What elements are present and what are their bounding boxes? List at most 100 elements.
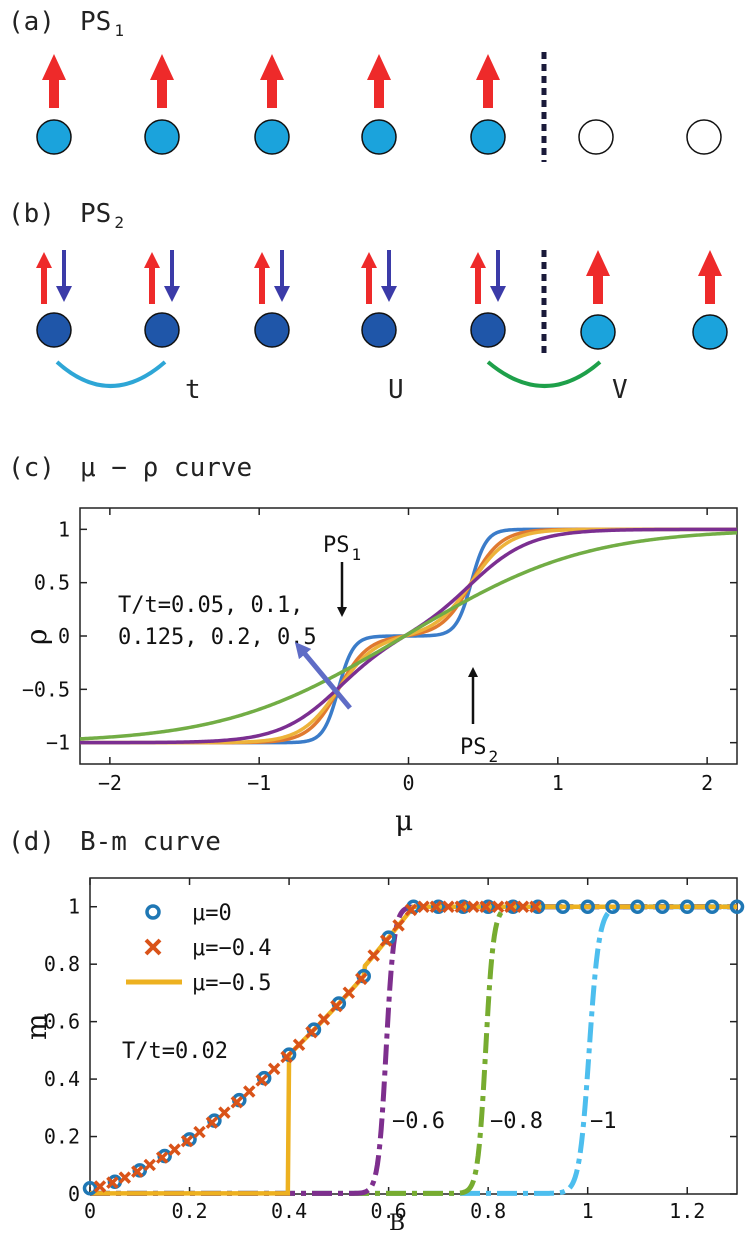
- marker-μ=0: [505, 899, 521, 914]
- spin-up-arrow: [476, 54, 500, 108]
- spin-up-arrow: [586, 250, 610, 304]
- marker-μ=−0.4: [342, 986, 356, 999]
- marker-μ=−0.4: [255, 1074, 268, 1087]
- spin-up-arrow: [150, 54, 174, 108]
- marker-μ=−0.4: [367, 949, 380, 962]
- doubly-occupied-site: [36, 312, 72, 348]
- doubly-occupied-site: [144, 312, 180, 348]
- marker-μ=−0.4: [193, 1125, 206, 1139]
- marker-μ=−0.4: [230, 1096, 244, 1109]
- interaction-v-arc: [486, 360, 602, 388]
- curve-label-mu-08: −0.8: [490, 1109, 543, 1134]
- panel-b-label: (b): [8, 199, 55, 229]
- marker-μ=−0.4: [504, 900, 517, 913]
- occupied-site: [470, 119, 506, 155]
- doubly-occupied-site: [361, 312, 397, 348]
- marker-μ=0: [704, 899, 720, 914]
- occupied-site: [361, 119, 397, 155]
- panel-d: (d) B-m curve 0 0.2 0.4 0.6 0.8 1 1.2 0 0.2 0.4 0.…: [8, 827, 745, 1233]
- panel-d-label: (d): [8, 827, 55, 857]
- marker-μ=−0.4: [118, 1171, 132, 1184]
- marker-μ=−0.4: [292, 1038, 306, 1052]
- empty-site: [578, 119, 614, 155]
- rho-curve-T/t=0.5: [79, 531, 738, 741]
- chart-c-ps1-label: PS 1: [323, 533, 361, 564]
- bond-label-v: V: [612, 375, 628, 405]
- spin-down-arrow: [274, 250, 290, 302]
- marker-μ=−0.4: [479, 900, 492, 913]
- panel-a-title: PS 1: [80, 7, 124, 40]
- singly-occupied-site: [580, 314, 616, 350]
- marker-μ=−0.4: [454, 900, 468, 913]
- curve-label-mu-06: −0.6: [392, 1109, 445, 1134]
- marker-μ=−0.4: [516, 900, 530, 913]
- marker-μ=−0.4: [330, 999, 343, 1013]
- marker-μ=−0.4: [491, 900, 505, 913]
- x-tick-label: −2: [98, 771, 122, 795]
- marker-μ=0: [729, 899, 745, 914]
- panel-b: (b) PS 2 t U V: [8, 199, 728, 405]
- doubly-occupied-site: [254, 312, 290, 348]
- spin-up-arrow: [260, 54, 284, 108]
- doubly-occupied-site: [470, 312, 506, 348]
- spin-up-arrow: [470, 252, 486, 304]
- x-tick-label: 0.8: [470, 1199, 506, 1223]
- occupied-site: [144, 119, 180, 155]
- curve-label-mu-1: −1: [590, 1109, 617, 1134]
- chart-c-ps2-label: PS 2: [460, 735, 498, 766]
- spin-up-arrow: [254, 252, 270, 304]
- chart-d-xlabel: B: [389, 1211, 405, 1233]
- marker-μ=−0.4: [404, 903, 418, 917]
- bond-label-u: U: [388, 375, 404, 405]
- marker-μ=−0.4: [106, 1176, 119, 1189]
- chart-d-temperature-label: T/t=0.02: [122, 1039, 228, 1064]
- y-tick-label: 0.5: [34, 571, 70, 595]
- marker-μ=−0.4: [317, 1013, 331, 1026]
- spin-up-arrow: [144, 252, 160, 304]
- marker-μ=0: [655, 899, 670, 914]
- x-tick-label: 0.4: [271, 1199, 307, 1223]
- spin-up-arrow: [698, 250, 722, 304]
- temperature-increase-arrow: [294, 641, 352, 710]
- panel-d-title: B-m curve: [80, 827, 221, 857]
- spin-up-arrow: [36, 252, 52, 304]
- y-tick-label: 0: [58, 624, 70, 648]
- marker-μ=0: [456, 899, 471, 914]
- chart-c-annotation-line1: T/t=0.05, 0.1,: [118, 593, 303, 618]
- panel-a-lattice: [36, 52, 722, 162]
- panel-a: (a) PS 1: [8, 7, 722, 162]
- marker-μ=0: [530, 899, 546, 914]
- legend-label-mu-04: μ=−0.4: [192, 936, 271, 961]
- spin-down-arrow: [381, 250, 397, 302]
- legend-label-mu0: μ=0: [192, 901, 232, 926]
- chart-d-legend: μ=0 μ=−0.4 μ=−0.5: [126, 901, 271, 996]
- chart-d-ticks: 0 0.2 0.4 0.6 0.8 1 1.2 0 0.2 0.4 0.6 0.8 1: [44, 878, 737, 1223]
- legend-marker-mu-04: [144, 938, 162, 956]
- y-tick-label: 1: [58, 517, 70, 541]
- x-tick-label: 0: [84, 1199, 96, 1223]
- x-tick-label: 1: [552, 771, 564, 795]
- marker-μ=0: [480, 899, 496, 914]
- chart-d-ylabel: m: [20, 1013, 53, 1040]
- marker-μ=−0.4: [143, 1158, 156, 1172]
- chart-c-ylabel: ρ: [20, 629, 53, 645]
- x-tick-label: 0.2: [171, 1199, 207, 1223]
- marker-μ=−0.4: [379, 934, 393, 947]
- occupied-site: [36, 119, 72, 155]
- spin-down-arrow: [490, 250, 506, 302]
- chart-d-frame: [89, 877, 738, 1195]
- marker-μ=−0.4: [155, 1151, 169, 1164]
- marker-μ=−0.4: [466, 900, 480, 913]
- singly-occupied-site: [692, 314, 728, 350]
- chart-c-xlabel: μ: [395, 804, 413, 837]
- panel-c-label: (c): [8, 453, 55, 483]
- x-tick-label: −1: [247, 771, 271, 795]
- marker-μ=0: [679, 899, 695, 914]
- spin-up-arrow: [367, 54, 391, 108]
- panel-a-label: (a): [8, 7, 55, 37]
- x-tick-label: 1: [582, 1199, 594, 1223]
- y-tick-label: −0.5: [22, 677, 70, 701]
- y-tick-label: 0.2: [44, 1125, 80, 1149]
- panel-c: (c) μ − ρ curve −2 −1 0 1 2 −1 −0.5 0 0.5 1 T/t=0…: [8, 453, 738, 837]
